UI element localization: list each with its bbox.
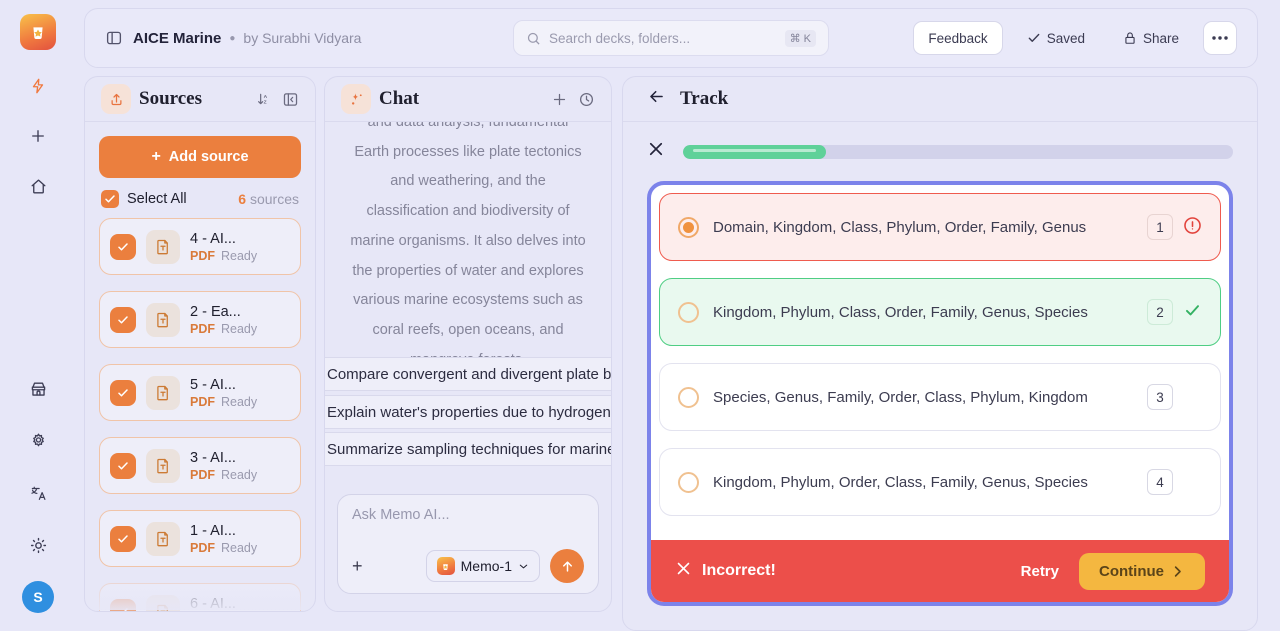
svg-text:A: A: [264, 94, 268, 100]
svg-text:Z: Z: [264, 100, 267, 106]
